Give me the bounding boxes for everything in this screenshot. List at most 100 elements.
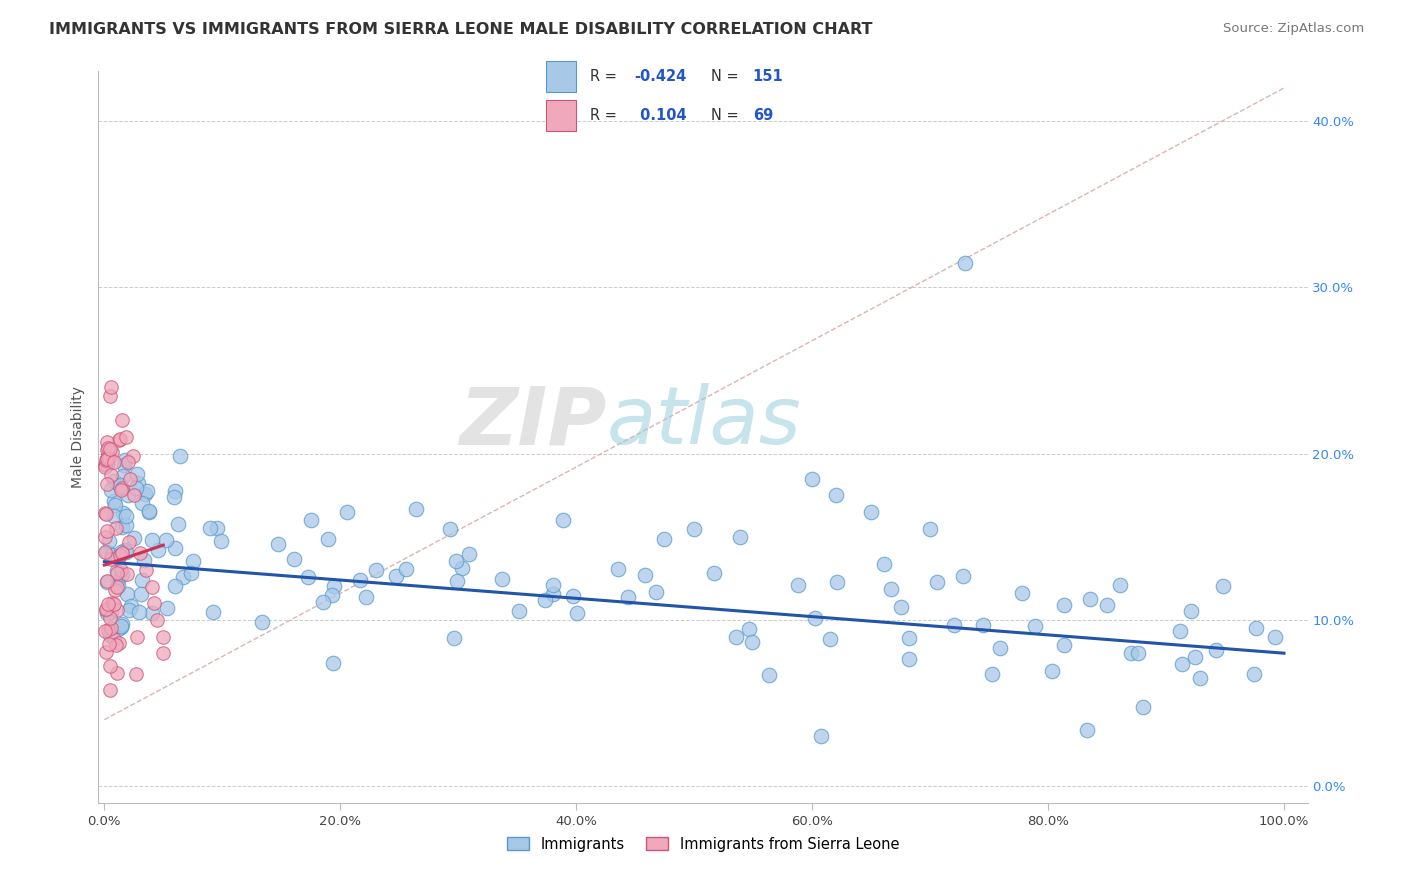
Point — [122, 488, 145, 502]
Point — [129, 587, 152, 601]
Point — [444, 554, 467, 568]
Point — [110, 620, 132, 634]
Point — [120, 472, 142, 486]
Point — [925, 574, 948, 589]
Point — [94, 624, 117, 638]
Point — [349, 573, 371, 587]
Point — [827, 574, 849, 589]
Point — [131, 573, 153, 587]
Point — [446, 574, 468, 588]
Point — [741, 635, 763, 649]
Point — [96, 574, 118, 589]
Point — [1128, 646, 1150, 660]
Point — [1264, 630, 1286, 644]
Point — [1040, 665, 1063, 679]
Point — [94, 530, 117, 544]
Point — [131, 496, 153, 510]
Point — [1243, 666, 1265, 681]
Point — [152, 646, 174, 660]
Point — [200, 521, 222, 535]
Point — [163, 491, 186, 505]
Point — [297, 570, 319, 584]
Point — [103, 632, 125, 646]
Point — [155, 533, 177, 547]
Text: N =: N = — [711, 69, 740, 84]
Point — [111, 616, 134, 631]
Legend: Immigrants, Immigrants from Sierra Leone: Immigrants, Immigrants from Sierra Leone — [501, 831, 905, 858]
Point — [107, 579, 129, 593]
Point — [112, 469, 135, 483]
Point — [97, 623, 120, 637]
Point — [972, 618, 994, 632]
Point — [103, 509, 125, 524]
Text: R =: R = — [591, 69, 617, 84]
Point — [96, 524, 118, 538]
Point — [758, 668, 780, 682]
Point — [107, 622, 129, 636]
Point — [898, 651, 921, 665]
Point — [127, 630, 149, 644]
Text: IMMIGRANTS VS IMMIGRANTS FROM SIERRA LEONE MALE DISABILITY CORRELATION CHART: IMMIGRANTS VS IMMIGRANTS FROM SIERRA LEO… — [49, 22, 873, 37]
Point — [94, 645, 117, 659]
Point — [654, 532, 676, 546]
Point — [724, 630, 747, 644]
Point — [898, 632, 921, 646]
Point — [1053, 598, 1076, 612]
Point — [952, 569, 974, 583]
Point — [103, 597, 125, 611]
Point — [100, 596, 122, 610]
Point — [607, 562, 630, 576]
Point — [385, 568, 408, 582]
Point — [107, 573, 129, 587]
Point — [115, 586, 138, 600]
Point — [108, 636, 131, 650]
Text: N =: N = — [711, 108, 740, 123]
Point — [491, 573, 513, 587]
Point — [1205, 642, 1227, 657]
Point — [97, 636, 120, 650]
FancyBboxPatch shape — [546, 62, 575, 92]
Point — [96, 545, 118, 559]
Point — [122, 531, 145, 545]
Point — [169, 449, 191, 463]
Point — [100, 552, 122, 566]
Point — [872, 557, 894, 571]
Point — [508, 604, 530, 618]
Point — [267, 537, 290, 551]
Point — [405, 501, 427, 516]
Point — [110, 545, 132, 559]
Point — [98, 659, 121, 673]
Point — [115, 518, 138, 533]
Point — [98, 611, 121, 625]
Point — [142, 596, 165, 610]
Text: -0.424: -0.424 — [634, 69, 688, 84]
Point — [98, 388, 121, 402]
Point — [728, 530, 751, 544]
Point — [96, 574, 118, 588]
Point — [364, 564, 387, 578]
Point — [104, 521, 127, 535]
Point — [1132, 699, 1154, 714]
Point — [1095, 599, 1118, 613]
Point — [94, 544, 117, 558]
Point — [128, 546, 150, 560]
Point — [152, 630, 174, 644]
Point — [114, 430, 136, 444]
Point — [644, 585, 666, 599]
Point — [804, 610, 827, 624]
Point — [110, 483, 132, 497]
Point — [172, 570, 194, 584]
Text: atlas: atlas — [606, 384, 801, 461]
FancyBboxPatch shape — [546, 100, 575, 130]
Point — [801, 472, 824, 486]
Point — [181, 554, 204, 568]
Point — [118, 535, 141, 549]
Point — [111, 506, 134, 520]
Point — [96, 435, 118, 450]
Point — [167, 516, 190, 531]
Point — [104, 499, 127, 513]
Point — [322, 657, 344, 671]
Point — [205, 521, 228, 535]
Point — [125, 467, 148, 482]
Point — [114, 543, 136, 558]
